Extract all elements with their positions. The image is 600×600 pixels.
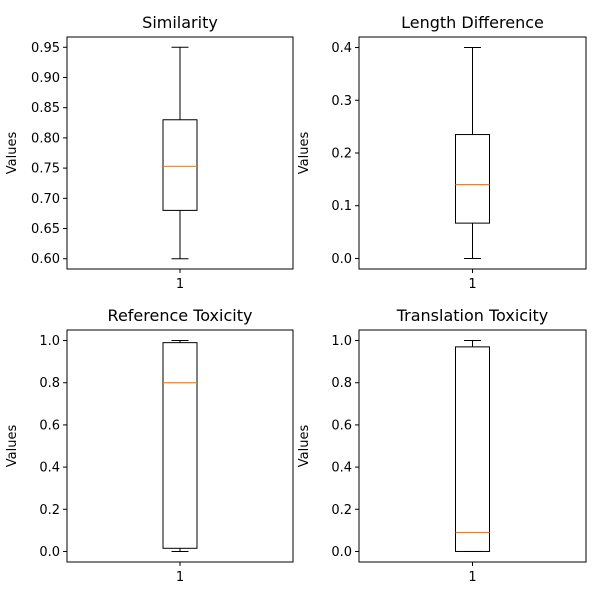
- y-tick-label: 0.0: [331, 545, 352, 560]
- axes-frame: [358, 329, 587, 563]
- y-tick-label: 0.6: [331, 418, 352, 433]
- y-tick-label: 0.4: [331, 461, 352, 476]
- y-tick-label: 0.90: [31, 71, 60, 86]
- y-tick-label: 0.2: [39, 503, 60, 518]
- y-tick-label: 0.2: [331, 147, 352, 162]
- chart-title: Similarity: [142, 13, 218, 32]
- y-axis-label: Values: [297, 425, 312, 468]
- subplot-2: Length Difference 0.0 0.1 0.2 0.3 0.4 1 Values: [297, 13, 587, 292]
- y-axis-label: Values: [5, 132, 20, 175]
- y-tick-label: 0.65: [31, 222, 60, 237]
- axes-frame: [66, 329, 294, 563]
- y-tick-label: 0.95: [31, 41, 60, 56]
- y-tick-label: 0.80: [31, 131, 60, 146]
- y-tick-label: 0.85: [31, 101, 60, 116]
- y-tick-label: 0.0: [331, 252, 352, 267]
- y-tick-label: 0.4: [39, 461, 60, 476]
- y-tick-label: 0.60: [31, 252, 60, 267]
- chart-title: Translation Toxicity: [396, 306, 549, 325]
- y-tick-label: 0.8: [331, 376, 352, 391]
- chart-title: Reference Toxicity: [108, 306, 253, 325]
- box: [162, 342, 198, 549]
- y-tick-label: 0.75: [31, 162, 60, 177]
- y-tick-label: 0.70: [31, 192, 60, 207]
- box: [455, 134, 490, 224]
- x-tick-label: 1: [176, 570, 184, 585]
- y-tick-label: 0.8: [39, 376, 60, 391]
- y-tick-label: 0.2: [331, 503, 352, 518]
- subplot-4: Translation Toxicity 0.0 0.2 0.4 0.6 0.8 1.0 1 V…: [297, 306, 587, 585]
- x-tick-label: 1: [176, 277, 184, 292]
- box: [162, 119, 198, 211]
- x-tick-label: 1: [468, 277, 476, 292]
- y-axis-label: Values: [5, 425, 20, 468]
- y-tick-label: 0.0: [39, 545, 60, 560]
- y-tick-label: 0.4: [331, 41, 352, 56]
- x-tick-label: 1: [468, 570, 476, 585]
- y-tick-label: 0.6: [39, 418, 60, 433]
- chart-title: Length Difference: [401, 13, 544, 32]
- subplot-3: Reference Toxicity 0.0 0.2 0.4 0.6 0.8 1.0 1 Val…: [5, 306, 294, 585]
- y-tick-label: 0.1: [331, 199, 352, 214]
- y-axis-label: Values: [297, 132, 312, 175]
- y-tick-label: 1.0: [39, 334, 60, 349]
- subplot-1: Similarity 0.60 0.65 0.70 0.75 0.80 0.85 0.90 0.…: [5, 13, 294, 292]
- y-tick-label: 0.3: [331, 94, 352, 109]
- y-tick-label: 1.0: [331, 334, 352, 349]
- box: [455, 346, 490, 552]
